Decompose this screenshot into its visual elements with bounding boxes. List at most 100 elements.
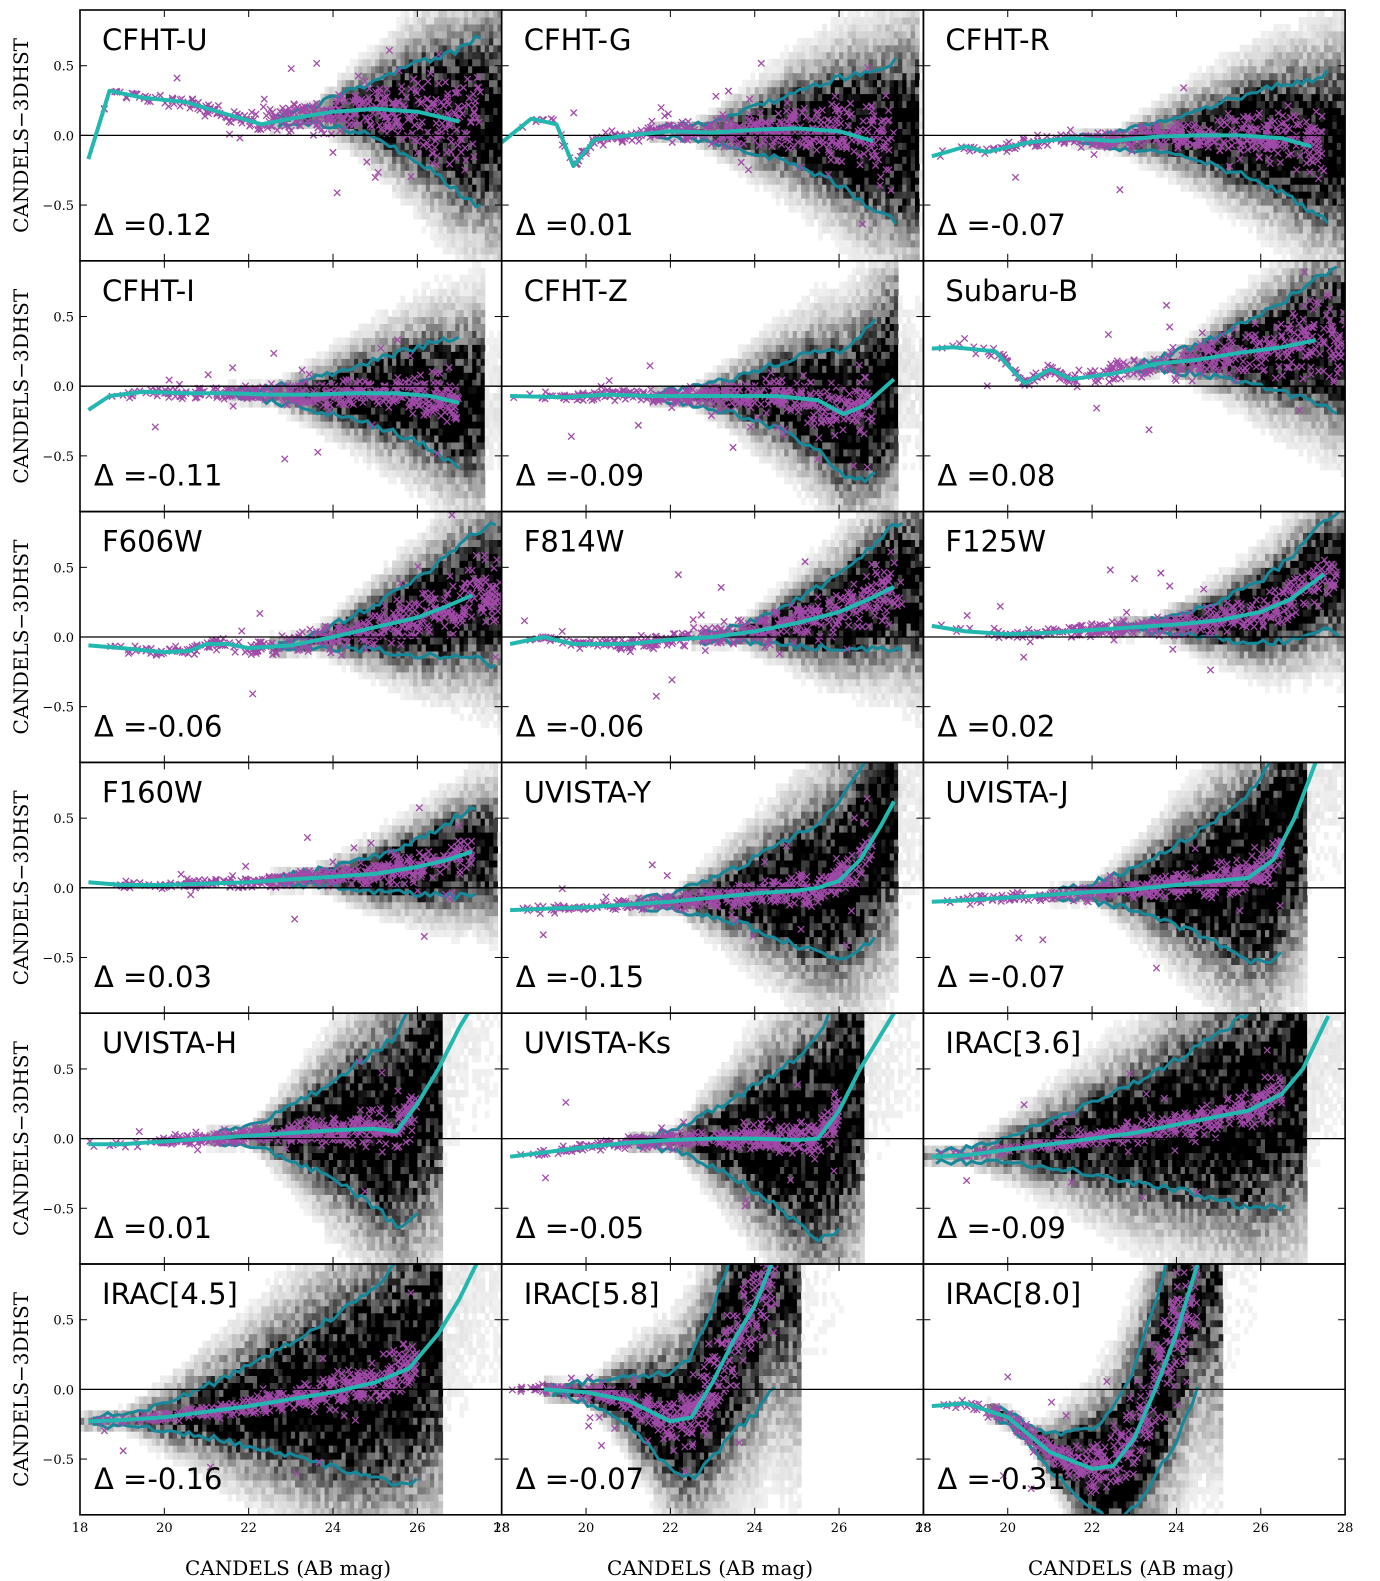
x-tick-label: 28 (1337, 1521, 1354, 1536)
contour-lower (1057, 895, 1283, 966)
contour-lower (1079, 139, 1329, 224)
contour-lower (657, 396, 877, 484)
median-line (931, 1264, 1200, 1471)
panel-delta: Δ =0.02 (937, 709, 1055, 743)
panel-delta: Δ =-0.16 (94, 1462, 222, 1496)
panel-delta: Δ =0.01 (516, 208, 634, 242)
panel-delta: Δ =-0.07 (516, 1462, 644, 1496)
y-tick-label: 0.5 (53, 311, 74, 326)
x-tick-label: 20 (999, 1521, 1016, 1536)
contour-lower (235, 394, 460, 470)
y-axis-title: CANDELS−3DHST (9, 1041, 33, 1237)
panel-title: CFHT-U (102, 23, 207, 57)
panel-title: IRAC[4.5] (102, 1277, 238, 1311)
y-axis-title: CANDELS−3DHST (9, 37, 33, 233)
median-line (86, 88, 460, 160)
panel-title: UVISTA-Y (524, 775, 652, 809)
panel-delta: Δ =0.01 (94, 1211, 212, 1245)
panel-title: CFHT-G (524, 23, 632, 57)
contour-lower (636, 904, 876, 961)
contour-upper (1057, 762, 1272, 891)
panel-delta: Δ =-0.06 (94, 709, 222, 743)
y-axis-title: CANDELS−3DHST (9, 1291, 33, 1487)
contour-lower (92, 1422, 418, 1487)
contour-upper (1079, 69, 1329, 140)
panel-delta: Δ =-0.11 (94, 459, 222, 493)
median-line (88, 1264, 479, 1424)
y-tick-label: −0.5 (42, 1202, 74, 1217)
x-tick-label: 20 (156, 1521, 173, 1536)
contour-upper (698, 521, 904, 636)
contour-lower (657, 133, 897, 225)
panel-title: F160W (102, 775, 203, 809)
panel-title: CFHT-I (102, 274, 195, 308)
x-tick-label: 26 (831, 1521, 848, 1536)
panel-uvista-j (923, 762, 1346, 1014)
panel-f814w (501, 511, 924, 729)
x-axis-title: CANDELS (AB mag) (185, 1556, 391, 1580)
panel-title: IRAC[8.0] (945, 1277, 1081, 1311)
panel-delta: Δ =-0.09 (516, 459, 644, 493)
panel-irac-5-8- (501, 1264, 924, 1515)
contour-upper (994, 1264, 1168, 1438)
median-line (510, 377, 896, 417)
density-map (269, 762, 502, 951)
panel-delta: Δ =0.12 (94, 208, 212, 242)
contour-lower (277, 643, 497, 670)
y-tick-label: 0.0 (53, 1133, 74, 1148)
y-tick-label: −0.5 (42, 1453, 74, 1468)
x-tick-label: 24 (325, 1521, 342, 1536)
panel-title: F606W (102, 525, 203, 559)
panel-title: Subaru-B (945, 274, 1078, 308)
x-tick-label: 18 (493, 1521, 510, 1536)
median-line (931, 572, 1326, 637)
panel-delta: Δ =-0.07 (937, 960, 1065, 994)
y-axis-title: CANDELS−3DHST (9, 288, 33, 484)
contour-upper (636, 762, 866, 903)
axes-layer: CFHT-U Δ =0.12 −0.5 0.0 0.5 CANDELS−3DHST CFHT… (9, 9, 1354, 1536)
y-tick-label: 0.0 (53, 380, 74, 395)
y-axis-title: CANDELS−3DHST (9, 539, 33, 735)
contour-lower (935, 1157, 1287, 1212)
panel-title: CFHT-R (945, 23, 1049, 57)
y-tick-label: −0.5 (42, 450, 74, 465)
panel-delta: Δ =0.08 (937, 459, 1055, 493)
panel-subaru-b (923, 260, 1346, 478)
median-line (501, 116, 874, 169)
contour-upper (935, 1013, 1250, 1155)
x-tick-label: 18 (915, 1521, 932, 1536)
panels-layer (80, 10, 1346, 1515)
median-line (543, 1264, 774, 1424)
y-tick-label: 0.5 (53, 1314, 74, 1329)
panel-cfht-g (501, 10, 924, 261)
median-line (509, 585, 895, 646)
panel-title: UVISTA-J (945, 775, 1068, 809)
x-tick-label: 22 (1084, 1521, 1101, 1536)
panel-cfht-z (501, 260, 924, 512)
panel-title: CFHT-Z (524, 274, 628, 308)
panel-title: UVISTA-H (102, 1026, 237, 1060)
panel-title: F814W (524, 525, 625, 559)
median-line (88, 1013, 470, 1147)
median-line (509, 1013, 896, 1159)
density-map (649, 260, 924, 512)
contour-upper (657, 57, 897, 129)
panel-delta: Δ =-0.06 (516, 709, 644, 743)
panel-irac-3-6- (923, 1013, 1346, 1265)
x-tick-label: 26 (409, 1521, 426, 1536)
panel-irac-8-0- (923, 1264, 1346, 1515)
y-tick-label: 0.0 (53, 1383, 74, 1398)
y-tick-label: 0.0 (53, 631, 74, 646)
panel-f606w (80, 511, 502, 736)
contour-lower (551, 1386, 776, 1481)
y-tick-label: −0.5 (42, 951, 74, 966)
y-tick-label: −0.5 (42, 701, 74, 716)
panel-delta: Δ =-0.07 (937, 208, 1065, 242)
y-tick-label: 0.5 (53, 561, 74, 576)
contour-upper (657, 318, 877, 396)
panel-delta: Δ =-0.31 (937, 1462, 1065, 1496)
median-line (510, 800, 896, 913)
y-tick-label: 0.0 (53, 129, 74, 144)
contour-upper (213, 1013, 409, 1138)
